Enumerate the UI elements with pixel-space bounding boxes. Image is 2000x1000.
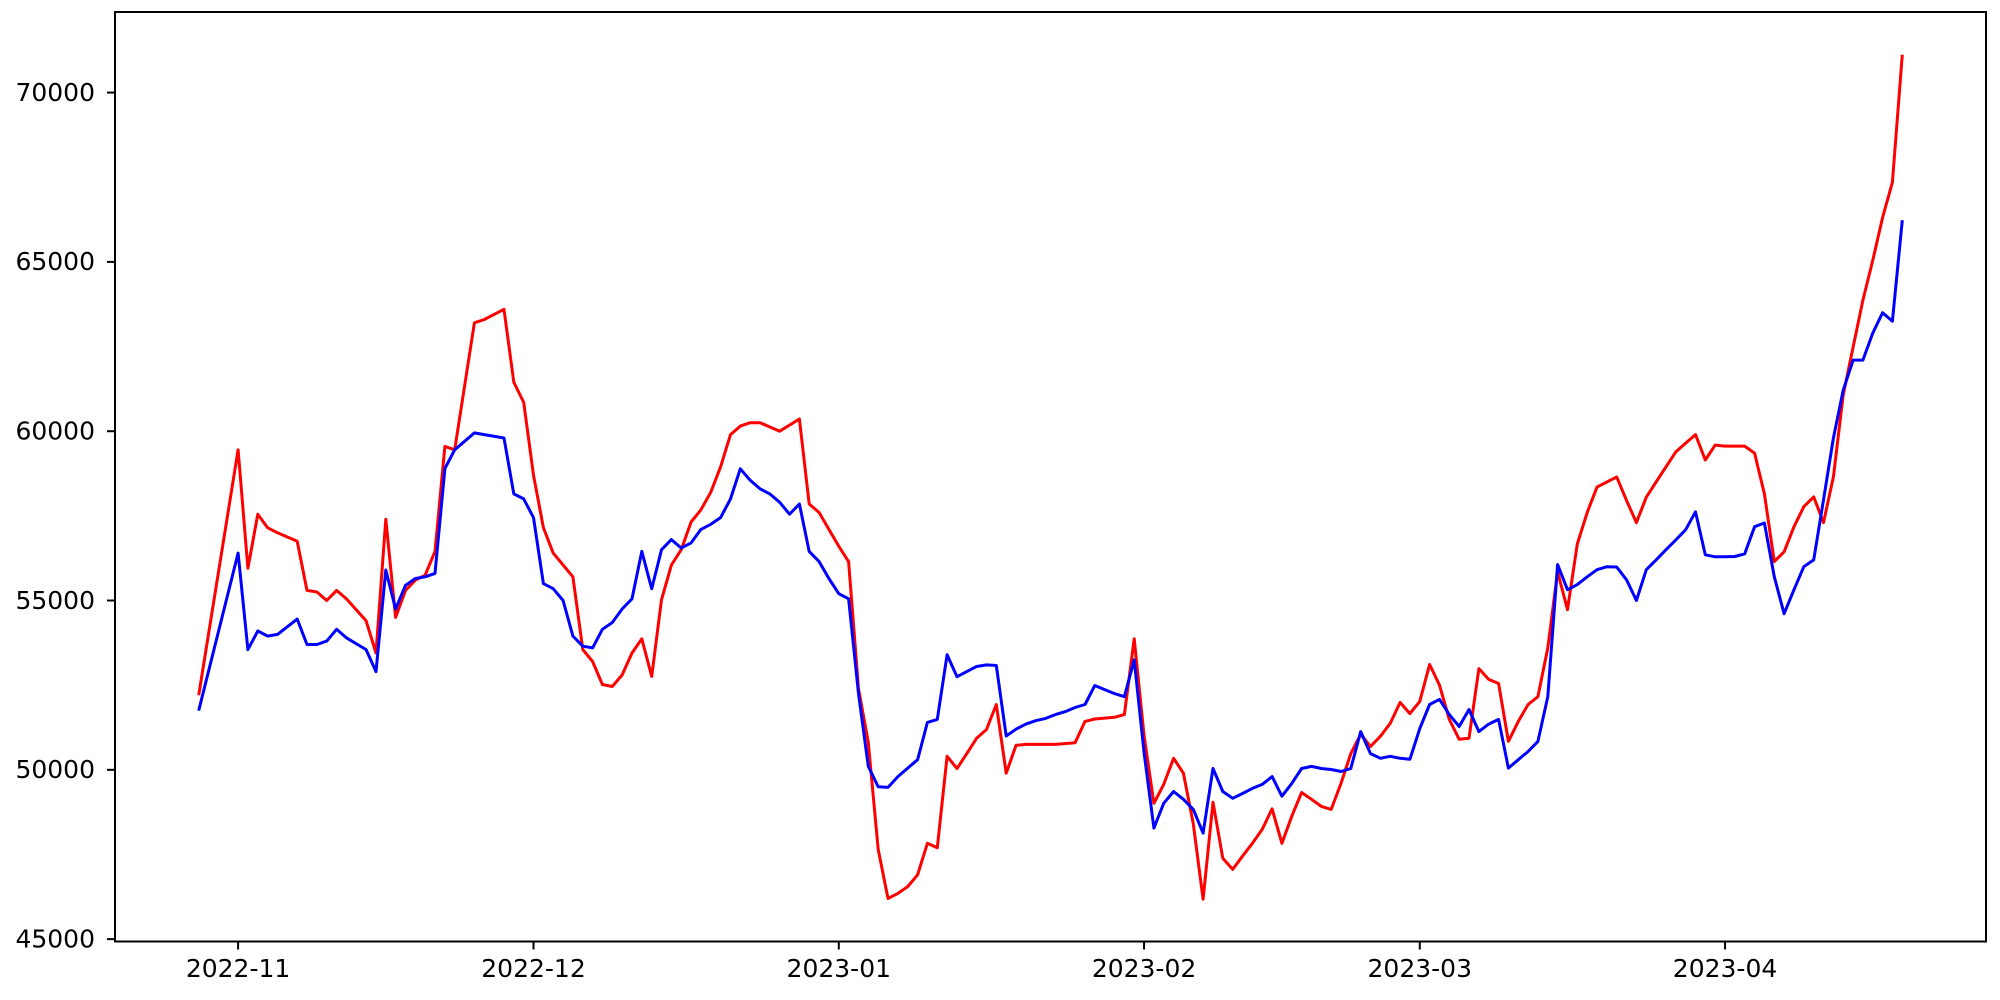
series-lines: [197, 54, 1904, 901]
x-tick-label: 2023-02: [1092, 954, 1196, 983]
y-tick-label: 65000: [15, 247, 95, 276]
y-tick-label: 45000: [15, 924, 95, 953]
y-tick-label: 50000: [15, 755, 95, 784]
y-tick-label: 70000: [15, 78, 95, 107]
x-tick-label: 2023-01: [787, 954, 891, 983]
plot-border: [114, 11, 1987, 943]
x-tick-label: 2023-03: [1368, 954, 1472, 983]
x-axis: 2022-11 2022-12 2023-01 2023-02 2023-03 2023-…: [186, 941, 1777, 983]
red-series-line: [197, 54, 1904, 901]
blue-series-line: [197, 220, 1904, 835]
y-axis: 45000 50000 55000 60000 65000 70000: [15, 78, 115, 953]
y-tick-label: 60000: [15, 416, 95, 445]
x-tick-label: 2022-12: [481, 954, 585, 983]
y-tick-label: 55000: [15, 586, 95, 615]
x-tick-label: 2022-11: [186, 954, 290, 983]
x-tick-label: 2023-04: [1673, 954, 1777, 983]
